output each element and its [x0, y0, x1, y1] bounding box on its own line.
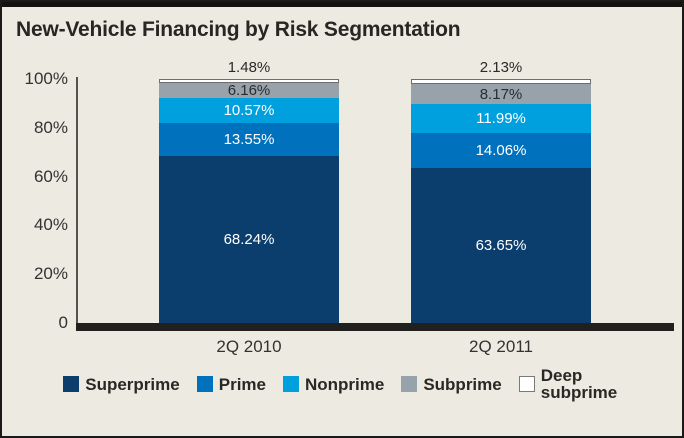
y-axis-tick-label: 100%: [24, 69, 68, 88]
legend-item-prime: Prime: [196, 374, 266, 394]
bar-segment-nonprime: 11.99%: [411, 104, 591, 134]
segment-value-label: 11.99%: [476, 110, 526, 128]
legend-swatch: [518, 376, 535, 393]
legend-label: Subprime: [423, 374, 502, 394]
x-axis-line: [76, 323, 674, 331]
legend-item-nonprime: Nonprime: [282, 374, 385, 394]
bar-segment-subprime: 6.16%: [159, 81, 339, 99]
legend-label: Nonprime: [304, 374, 385, 394]
y-axis-line: [76, 77, 78, 324]
legend-swatch: [63, 376, 80, 393]
bar-top-value-label: 1.48%: [227, 59, 271, 76]
bar-segment-deep-subprime: [159, 79, 339, 83]
segment-value-label: 68.24%: [223, 231, 275, 249]
legend-swatch: [282, 376, 299, 393]
segment-value-label: 8.17%: [479, 85, 523, 103]
legend-swatch: [196, 376, 213, 393]
y-axis-tick-label: 20%: [33, 264, 68, 284]
bar-segment-superprime: 68.24%: [159, 156, 339, 323]
bar-top-value-label: 2.13%: [479, 59, 523, 76]
legend-item-superprime: Superprime: [63, 374, 180, 394]
x-axis-category-label: 2Q 2011: [469, 337, 533, 356]
segment-value-label: 6.16%: [227, 81, 271, 99]
bar-segment-prime: 13.55%: [159, 123, 339, 157]
segment-value-label: 10.57%: [223, 102, 275, 120]
y-axis-tick-label: 80%: [33, 117, 68, 137]
legend-label: Deep subprime: [540, 366, 618, 403]
segment-value-label: 14.06%: [475, 142, 527, 160]
segment-value-label: 63.65%: [475, 236, 527, 254]
legend-label: Superprime: [85, 374, 180, 394]
legend-item-deep-subprime: Deep subprime: [518, 366, 621, 403]
y-axis-tick-label: 60%: [33, 166, 68, 186]
y-axis-tick-label: 40%: [33, 215, 68, 235]
legend-item-subprime: Subprime: [401, 374, 502, 394]
top-accent-bar: [2, 2, 682, 7]
segment-value-label: 13.55%: [223, 131, 275, 149]
bar-segment-nonprime: 10.57%: [159, 97, 339, 124]
y-axis-tick-label: 0: [58, 313, 68, 332]
bar-segment-subprime: 8.17%: [411, 84, 591, 105]
x-axis-category-label: 2Q 2010: [216, 337, 282, 356]
legend: Superprime Prime Nonprime Subprime Deep subp…: [2, 367, 682, 402]
legend-label: Prime: [218, 374, 266, 394]
chart-title: New-Vehicle Financing by Risk Segmentati…: [16, 18, 461, 41]
legend-swatch: [401, 376, 418, 393]
bar-segment-prime: 14.06%: [411, 133, 591, 168]
bar-segment-deep-subprime: [411, 79, 591, 85]
bar-segment-superprime: 63.65%: [411, 167, 591, 323]
